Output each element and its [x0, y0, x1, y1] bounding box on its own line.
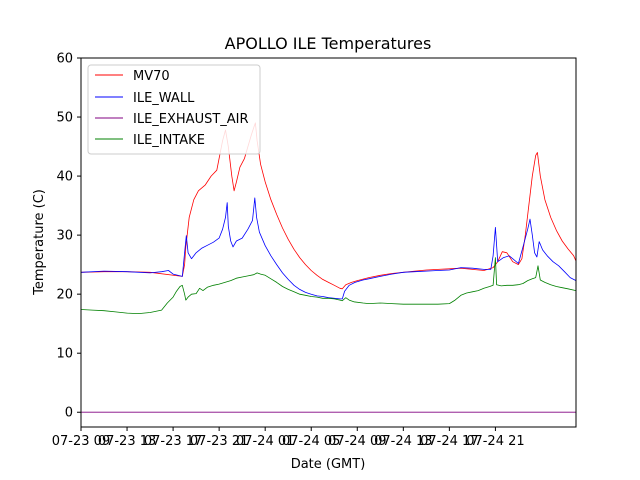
chart-title: APOLLO ILE Temperatures [225, 34, 432, 53]
y-tick-label: 30 [56, 229, 73, 244]
x-tick-label: 07-24 05 [282, 434, 340, 449]
x-tick-label: 07-24 01 [236, 434, 294, 449]
x-tick-label: 07-23 13 [98, 434, 156, 449]
y-axis-label: Temperature (C) [32, 189, 47, 296]
legend-label-mv70: MV70 [133, 69, 170, 84]
x-tick-label: 07-24 13 [374, 434, 432, 449]
legend-label-ile-wall: ILE_WALL [133, 91, 195, 106]
x-axis-label: Date (GMT) [291, 457, 366, 472]
y-tick-label: 40 [56, 170, 73, 185]
plot-frame [80, 57, 577, 428]
legend: MV70 ILE_WALL ILE_EXHAUST_AIR ILE_INTAKE [87, 64, 261, 155]
x-tick-label: 07-24 17 [420, 434, 478, 449]
x-tick-label: 07-23 21 [190, 434, 248, 449]
x-tick-label: 07-24 09 [328, 434, 386, 449]
y-tick-label: 50 [56, 111, 73, 126]
legend-box [87, 64, 261, 155]
series-line-mv70 [80, 122, 577, 290]
series-line-ile-wall [80, 197, 577, 300]
y-tick-label: 10 [56, 347, 73, 362]
x-tick-label: 07-23 09 [52, 434, 110, 449]
y-tick-label: 0 [65, 406, 73, 421]
legend-label-ile-intake: ILE_INTAKE [133, 133, 205, 148]
x-tick-label: 07-24 21 [466, 434, 524, 449]
legend-label-ile-exhaust-air: ILE_EXHAUST_AIR [133, 112, 249, 127]
y-tick-label: 60 [56, 52, 73, 67]
x-tick-label: 07-23 17 [144, 434, 202, 449]
y-tick-label: 20 [56, 288, 73, 303]
series-line-ile-intake [80, 257, 577, 314]
